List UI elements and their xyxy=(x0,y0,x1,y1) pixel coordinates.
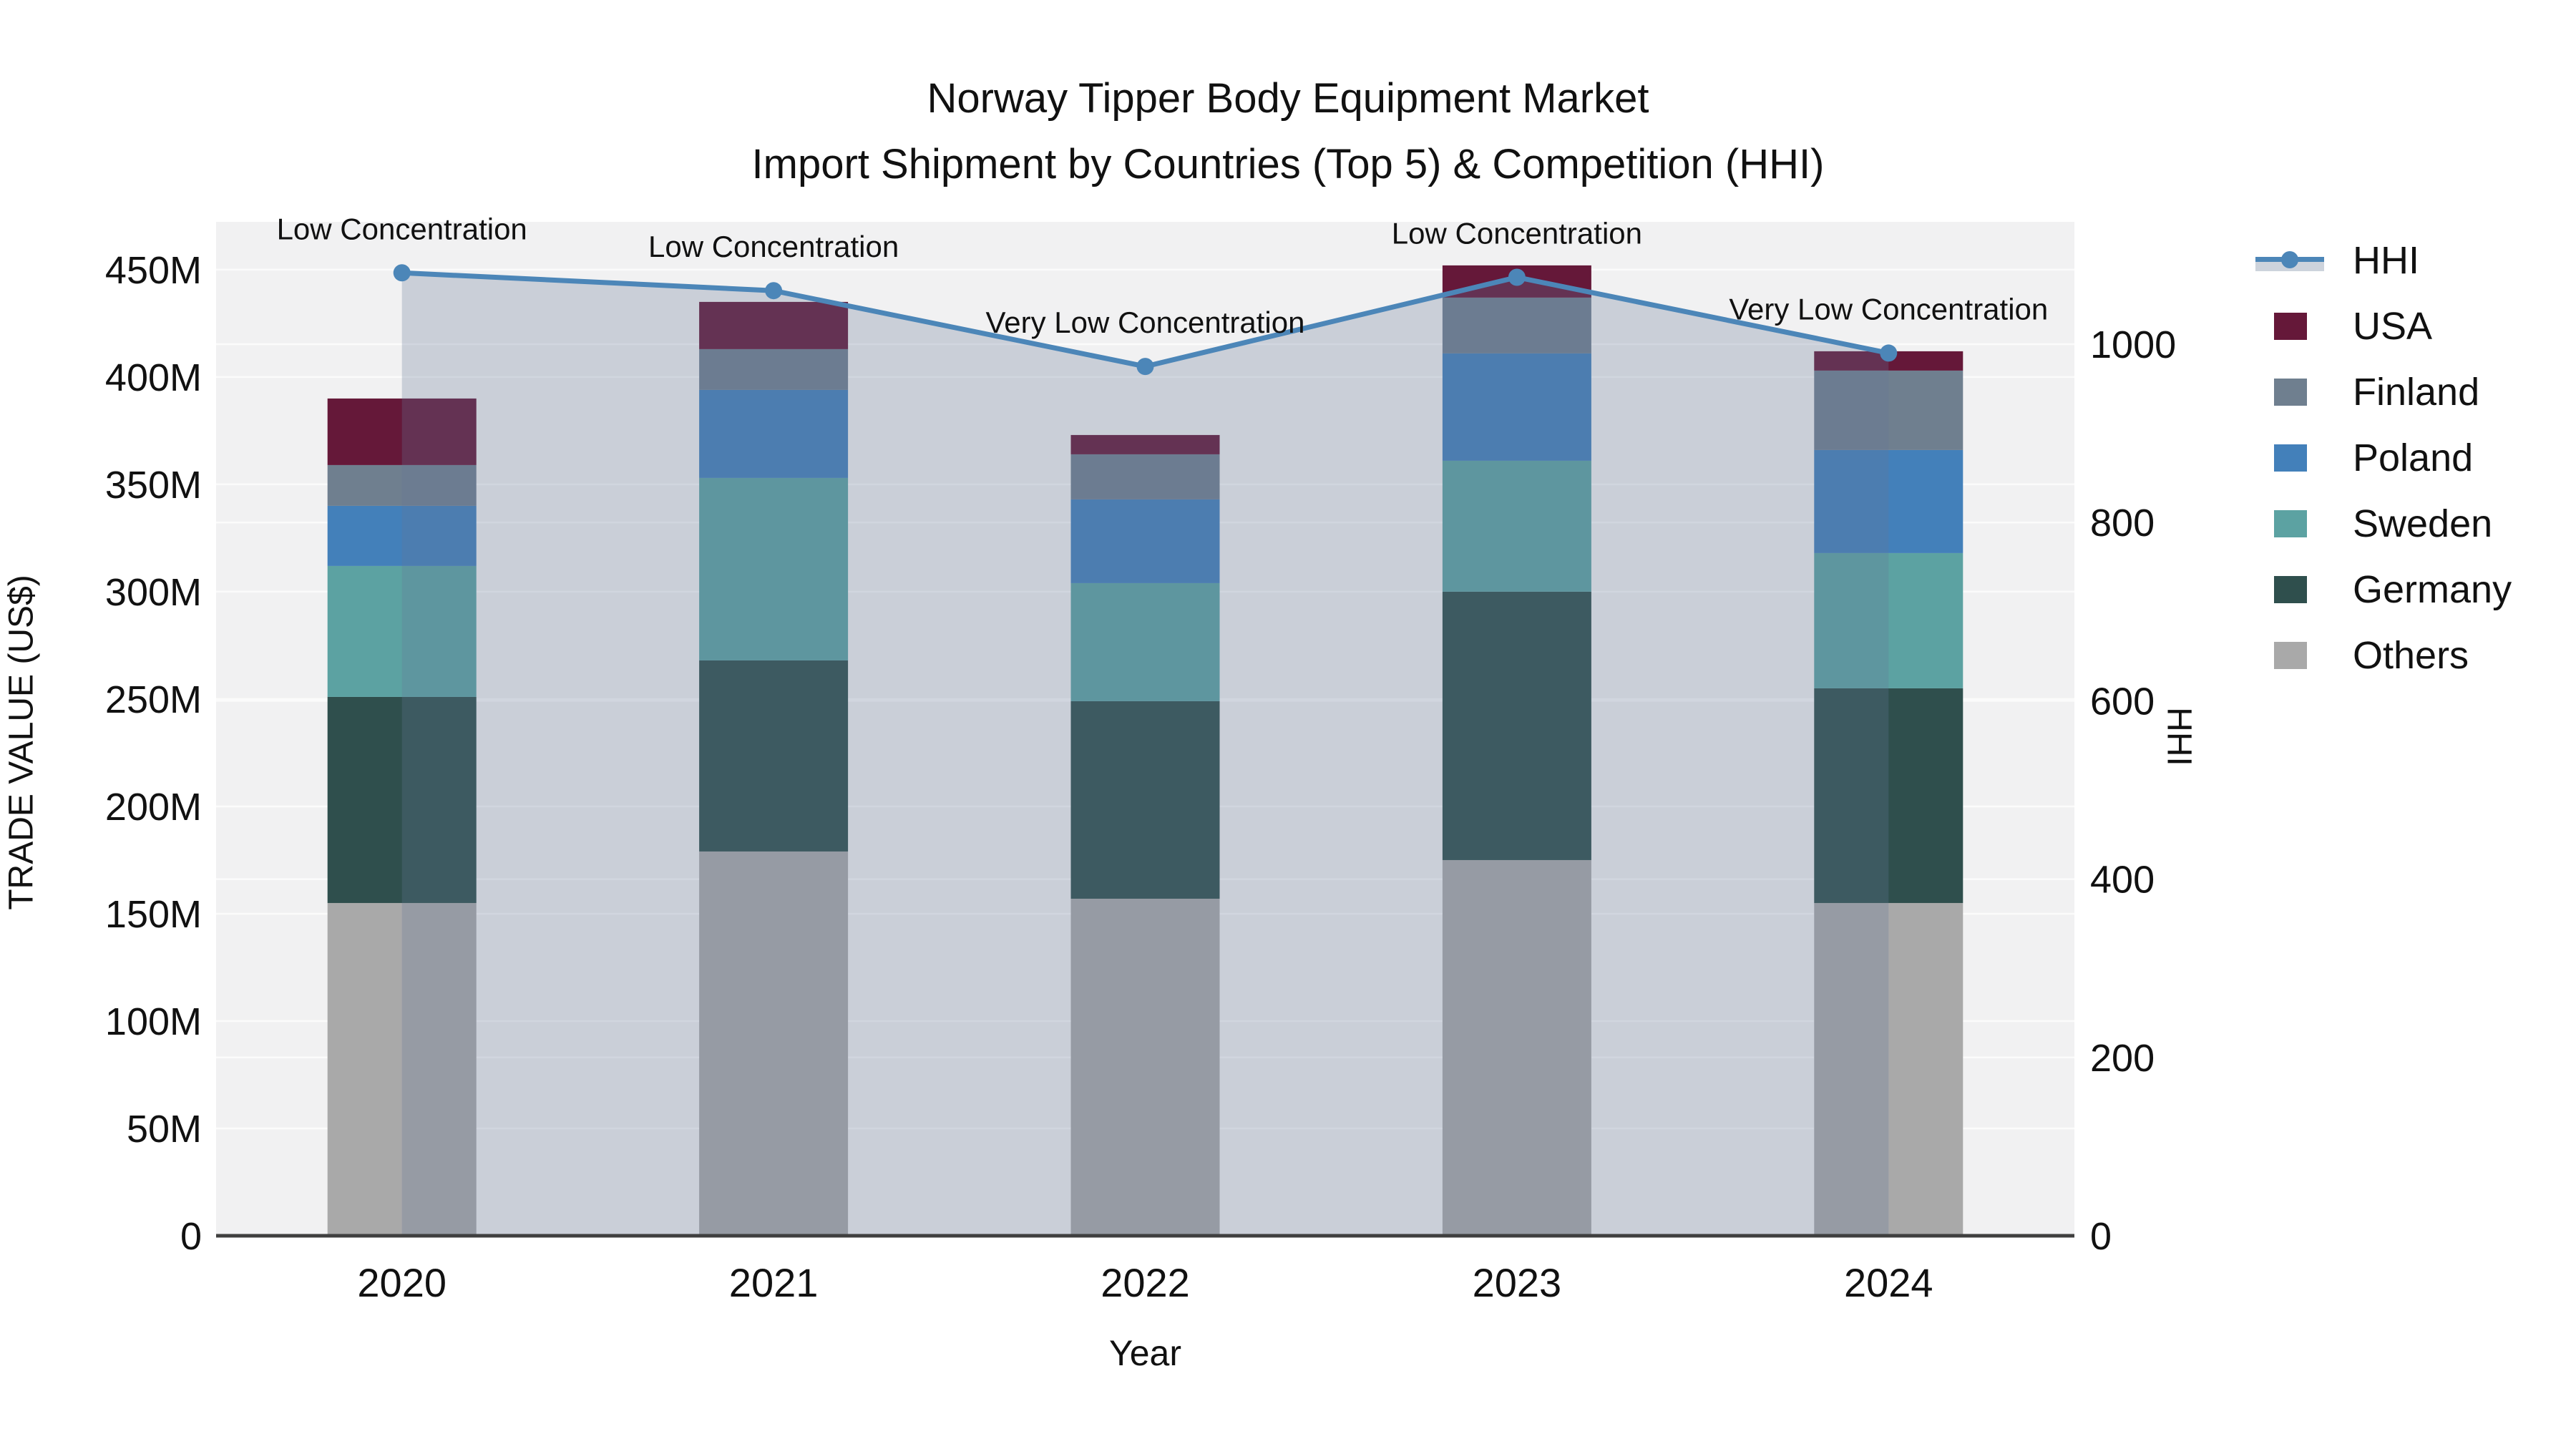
hhi-marker-2024[interactable] xyxy=(1880,344,1898,362)
x-axis-title: Year xyxy=(1108,1333,1182,1373)
legend-label: Sweden xyxy=(2353,502,2493,545)
legend-label: Finland xyxy=(2353,371,2480,414)
hhi-marker-2021[interactable] xyxy=(765,282,783,300)
legend-item-germany[interactable]: Germany xyxy=(2254,557,2569,623)
bar-segment-others-2021[interactable] xyxy=(699,851,849,1236)
legend: HHI USA Finland Poland Sweden Germany Others xyxy=(2254,228,2569,688)
hhi-marker-2023[interactable] xyxy=(1508,268,1526,286)
hhi-marker-2020[interactable] xyxy=(393,264,411,282)
legend-swatch-icon xyxy=(2254,444,2340,472)
bar-segment-poland-2024[interactable] xyxy=(1814,449,1963,553)
legend-item-sweden[interactable]: Sweden xyxy=(2254,491,2569,557)
annotation-2023: Low Concentration xyxy=(1392,217,1642,250)
bar-segment-sweden-2021[interactable] xyxy=(699,477,849,660)
legend-label: Poland xyxy=(2353,436,2474,479)
legend-swatch-icon xyxy=(2254,313,2340,340)
bar-segment-germany-2021[interactable] xyxy=(699,660,849,852)
chart-title-line1: Norway Tipper Body Equipment Market xyxy=(927,75,1649,122)
annotation-2022: Very Low Concentration xyxy=(986,306,1305,339)
y-right-tick-1000: 1000 xyxy=(2090,323,2176,366)
bar-segment-finland-2022[interactable] xyxy=(1070,454,1220,499)
bar-segment-sweden-2020[interactable] xyxy=(327,565,477,697)
annotation-2024: Very Low Concentration xyxy=(1729,292,2048,326)
bar-segment-finland-2020[interactable] xyxy=(327,464,477,506)
x-tick-2020: 2020 xyxy=(357,1260,447,1305)
legend-item-hhi[interactable]: HHI xyxy=(2254,228,2569,293)
x-tick-2022: 2022 xyxy=(1101,1260,1190,1305)
y-left-tick-300: 300M xyxy=(105,571,202,614)
bar-segment-sweden-2023[interactable] xyxy=(1442,460,1591,592)
bar-segment-others-2020[interactable] xyxy=(327,902,477,1236)
bar-segment-finland-2024[interactable] xyxy=(1814,370,1963,450)
bar-segment-poland-2023[interactable] xyxy=(1442,353,1591,461)
bar-segment-finland-2021[interactable] xyxy=(699,348,849,390)
bar-segment-finland-2023[interactable] xyxy=(1442,297,1591,353)
legend-swatch-icon xyxy=(2254,510,2340,537)
bar-segment-germany-2022[interactable] xyxy=(1070,701,1220,899)
bar-segment-others-2024[interactable] xyxy=(1814,902,1963,1236)
bar-segment-usa-2020[interactable] xyxy=(327,398,477,465)
annotation-2020: Low Concentration xyxy=(277,212,527,245)
bar-segment-sweden-2022[interactable] xyxy=(1070,582,1220,701)
y-left-tick-450: 450M xyxy=(105,249,202,292)
legend-item-poland[interactable]: Poland xyxy=(2254,425,2569,491)
y-left-tick-250: 250M xyxy=(105,678,202,721)
bar-segment-usa-2022[interactable] xyxy=(1070,434,1220,454)
x-tick-2023: 2023 xyxy=(1473,1260,1562,1305)
y-right-tick-400: 400 xyxy=(2090,859,2155,902)
bar-segment-usa-2021[interactable] xyxy=(699,301,849,349)
chart-title-line2: Import Shipment by Countries (Top 5) & C… xyxy=(751,141,1825,187)
legend-item-others[interactable]: Others xyxy=(2254,623,2569,688)
y-left-tick-100: 100M xyxy=(105,1000,202,1043)
bar-segment-others-2023[interactable] xyxy=(1442,859,1591,1236)
bar-segment-germany-2020[interactable] xyxy=(327,696,477,903)
y-right-tick-0: 0 xyxy=(2090,1215,2112,1258)
bar-segment-germany-2024[interactable] xyxy=(1814,688,1963,903)
hhi-area-fill xyxy=(401,273,1889,1236)
legend-label: Germany xyxy=(2353,568,2512,611)
legend-swatch-icon xyxy=(2254,379,2340,406)
hhi-marker-2022[interactable] xyxy=(1136,358,1154,376)
hhi-line-swatch-icon xyxy=(2254,248,2340,273)
legend-label: HHI xyxy=(2353,239,2419,282)
y-right-tick-600: 600 xyxy=(2090,680,2155,723)
legend-item-finland[interactable]: Finland xyxy=(2254,359,2569,425)
y-left-tick-350: 350M xyxy=(105,464,202,507)
legend-item-usa[interactable]: USA xyxy=(2254,293,2569,359)
legend-swatch-icon xyxy=(2254,576,2340,603)
bar-segment-sweden-2024[interactable] xyxy=(1814,552,1963,688)
x-tick-2021: 2021 xyxy=(729,1260,819,1305)
legend-label: USA xyxy=(2353,305,2433,348)
bar-segment-poland-2020[interactable] xyxy=(327,505,477,566)
bar-segment-poland-2021[interactable] xyxy=(699,389,849,478)
y-right-tick-200: 200 xyxy=(2090,1037,2155,1080)
y-left-tick-150: 150M xyxy=(105,893,202,936)
x-tick-2024: 2024 xyxy=(1844,1260,1933,1305)
bar-segment-others-2022[interactable] xyxy=(1070,898,1220,1236)
y-left-tick-50: 50M xyxy=(127,1108,202,1151)
y-left-tick-0: 0 xyxy=(180,1215,202,1258)
y-right-tick-800: 800 xyxy=(2090,502,2155,545)
annotation-2021: Low Concentration xyxy=(648,230,899,263)
bar-segment-poland-2022[interactable] xyxy=(1070,499,1220,583)
chart-title: Norway Tipper Body Equipment Market Impo… xyxy=(0,66,2576,197)
y-left-tick-200: 200M xyxy=(105,786,202,829)
bar-segment-germany-2023[interactable] xyxy=(1442,591,1591,860)
y-left-tick-400: 400M xyxy=(105,356,202,399)
legend-label: Others xyxy=(2353,634,2469,677)
legend-swatch-icon xyxy=(2254,642,2340,669)
